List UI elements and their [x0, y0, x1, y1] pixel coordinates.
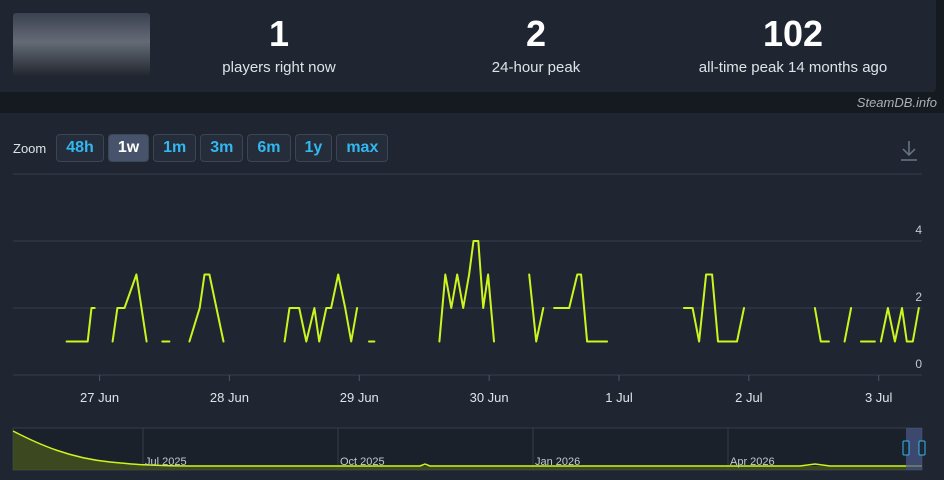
- attribution[interactable]: SteamDB.info: [856, 95, 937, 110]
- navigator-label: Apr 2026: [730, 456, 775, 468]
- header-panel: 1 players right now 2 24-hour peak 102 all-…: [0, 0, 936, 92]
- stat-label: players right now: [222, 59, 336, 76]
- y-tick-label: 4: [915, 223, 922, 237]
- zoom-button[interactable]: 6m: [247, 134, 291, 162]
- stat: 2 24-hour peak: [406, 13, 666, 77]
- y-tick-label: 0: [915, 357, 922, 371]
- stat: 1 players right now: [149, 13, 409, 77]
- y-tick-label: 2: [915, 290, 922, 304]
- x-tick-label: 30 Jun: [470, 390, 509, 405]
- zoom-button[interactable]: 3m: [200, 134, 244, 162]
- x-tick-label: 2 Jul: [735, 390, 763, 405]
- navigator-label: Jan 2026: [535, 456, 580, 468]
- download-icon[interactable]: [901, 141, 917, 161]
- zoom-button[interactable]: max: [336, 134, 389, 162]
- player-line: [65, 240, 920, 343]
- zoom-button[interactable]: 1y: [294, 134, 333, 162]
- x-tick-label: 27 Jun: [80, 390, 119, 405]
- navigator-label: Oct 2025: [340, 456, 385, 468]
- zoom-label: Zoom: [13, 140, 47, 156]
- stat-value: 1: [268, 13, 290, 54]
- zoom-button[interactable]: 1m: [153, 134, 197, 162]
- x-tick-label: 28 Jun: [210, 390, 249, 405]
- navigator-label: Jul 2025: [145, 456, 187, 468]
- x-tick-label: 1 Jul: [605, 390, 633, 405]
- stat-value: 2: [525, 13, 547, 54]
- stat-value: 102: [762, 13, 824, 54]
- navigator: [12, 427, 926, 471]
- x-tick-label: 29 Jun: [340, 390, 379, 405]
- stat-label: all-time peak 14 months ago: [698, 59, 888, 76]
- zoom-bar: Zoom 48h 1w 1m 3m 6m 1y max: [13, 134, 389, 162]
- zoom-button[interactable]: 1w: [107, 134, 150, 162]
- zoom-button[interactable]: 48h: [56, 134, 104, 162]
- x-tick-label: 3 Jul: [865, 390, 893, 405]
- game-thumbnail[interactable]: [13, 13, 150, 77]
- stat-label: 24-hour peak: [491, 59, 581, 76]
- stat: 102 all-time peak 14 months ago: [663, 13, 923, 77]
